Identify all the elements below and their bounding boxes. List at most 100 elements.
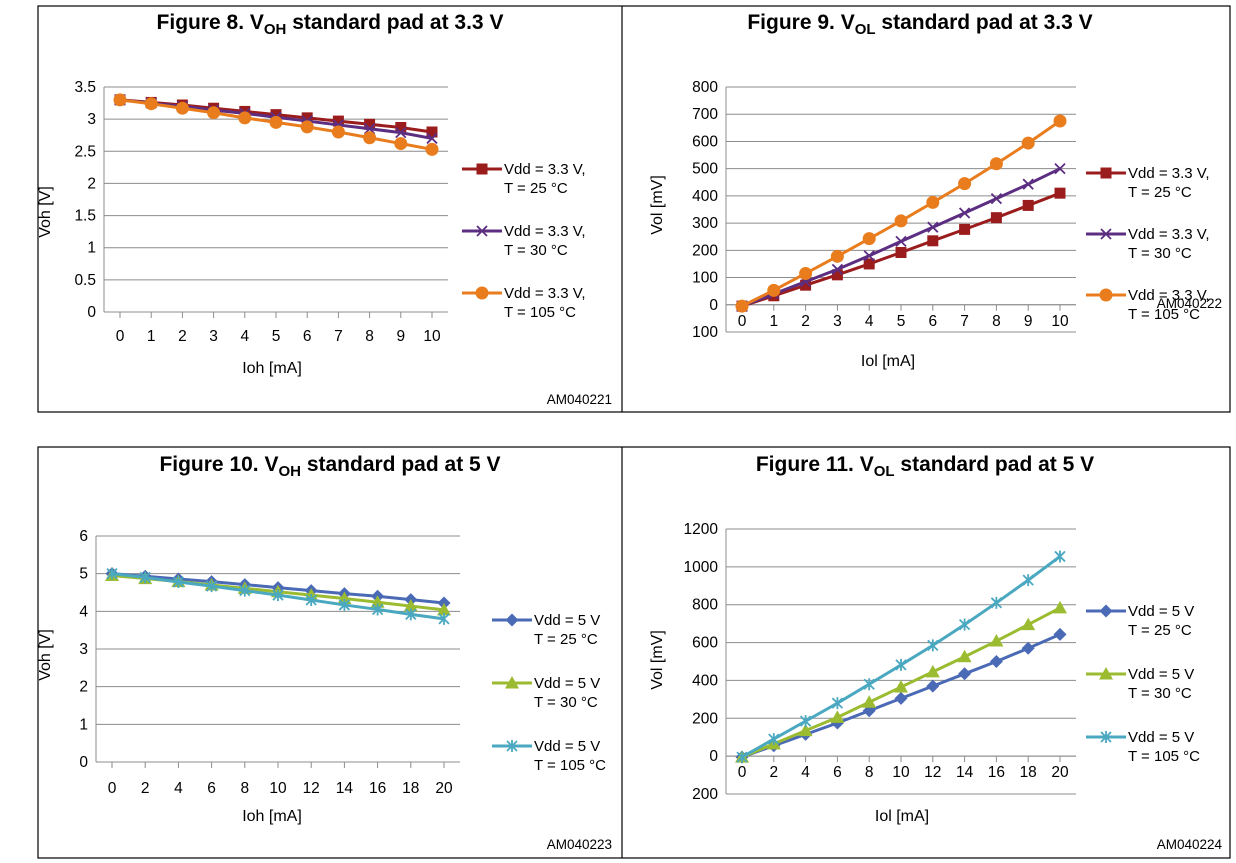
figure-9-legend-marker <box>1100 167 1112 179</box>
figure-8-data-point-shape <box>238 111 252 125</box>
figure-8-data-point <box>332 115 344 127</box>
figure-10-xtick-label: 16 <box>369 780 386 797</box>
figure-9-data-point-shape <box>990 212 1002 224</box>
figure-11-data-point-shape <box>1021 641 1035 655</box>
figure-11-data-point-shape <box>1021 617 1036 631</box>
figure-9-data-point-shape <box>927 221 939 233</box>
figure-11-series-3 <box>736 550 1066 764</box>
figure-8-data-point <box>269 115 283 129</box>
figure-10-series-3 <box>106 567 450 625</box>
figure-8-ylabel: Voh [V] <box>37 186 54 238</box>
figure-10-data-point <box>106 567 118 580</box>
figure-10-data-point <box>172 575 185 588</box>
figure-9-title-suffix: standard pad at 3.3 V <box>876 11 1093 34</box>
figure-9-data-point <box>800 279 812 291</box>
figure-8-legend-label-line2: T = 105 °C <box>504 304 576 321</box>
figure-8-xtick-label: 10 <box>423 328 441 345</box>
figure-8-data-point-shape <box>394 137 408 151</box>
figure-11-series-1 <box>735 627 1067 764</box>
figure-10-xticks: 0 2 4 6 8 10 12 14 16 18 20 <box>108 780 453 797</box>
figure-10-yticks: 6 5 4 3 2 1 0 <box>79 528 88 771</box>
figure-8-ytick-label: 3 <box>87 111 96 128</box>
figure-8-series-3 <box>113 93 439 156</box>
figure-8-xtick-label: 8 <box>365 328 374 345</box>
figure-9-xtick-label: 1 <box>769 313 778 330</box>
figure-8-ytick-label: 2.5 <box>74 143 96 160</box>
figure-10-data-point-shape <box>172 575 185 588</box>
figure-9-data-point-shape <box>1022 178 1034 190</box>
figure-11-ylabel: Vol [mV] <box>649 630 666 690</box>
figure-8-data-point-shape <box>363 123 376 135</box>
figure-9-data-point-shape <box>959 223 971 235</box>
figure-9-data-point-shape <box>894 214 908 228</box>
figure-9-data-point-shape <box>831 263 844 276</box>
figure-10: Figure 10. VOH standard pad at 5 V 6 5 4 3 2… <box>37 453 612 852</box>
figure-10-xtick-label: 12 <box>303 780 320 797</box>
figure-9-xtick-label: 6 <box>928 313 937 330</box>
figure-11-grid <box>725 528 1076 795</box>
figure-10-legend-entry-2: Vdd = 5 V T = 30 °C <box>492 675 600 711</box>
figure-10-xtick-label: 0 <box>108 780 117 797</box>
figure-8-data-point <box>301 112 313 124</box>
figure-10-legend-label-line1: Vdd = 5 V <box>534 612 600 629</box>
figure-11-ytick-label: 200 <box>692 710 718 727</box>
figure-8-data-point <box>363 123 376 135</box>
figure-11-data-point-shape <box>1053 600 1067 614</box>
figure-9-legend-label-line1: Vdd = 3.3 V, <box>1128 165 1210 182</box>
figure-9-data-point-shape <box>1054 163 1066 175</box>
figure-9-legend-entry-3: Vdd = 3.3 V, T = 105 °C <box>1086 287 1210 323</box>
figure-11-data-point <box>927 639 939 652</box>
figure-10-xtick-label: 18 <box>402 780 419 797</box>
figure-8-ref: AM040221 <box>547 392 612 407</box>
figure-9-series-line <box>741 167 1061 308</box>
figure-11-legend-entry-1: Vdd = 5 V T = 25 °C <box>1086 603 1194 639</box>
figure-8-data-point <box>238 111 252 125</box>
figure-8-legend-entry-2: Vdd = 3.3 V, T = 30 °C <box>462 223 586 259</box>
figure-8-ytick-label: 1 <box>87 240 96 257</box>
figure-11-data-point <box>990 596 1003 609</box>
figure-8-xtick-label: 1 <box>147 328 156 345</box>
figure-11-data-point <box>798 723 813 737</box>
figure-10-data-point-shape <box>139 571 151 584</box>
figure-8-ytick-label: 1.5 <box>74 208 96 225</box>
figure-10-xlabel: Ioh [mA] <box>242 808 302 825</box>
figure-11-ytick-label: 1000 <box>684 559 719 576</box>
figure-9-ytick-label: 0 <box>709 297 718 314</box>
figure-11-xtick-label: 8 <box>865 764 874 781</box>
figure-8-series <box>113 93 439 156</box>
figure-10-ytick-label: 2 <box>79 679 88 696</box>
figure-9-data-point-shape <box>895 247 907 259</box>
figure-10-legend-entry-3: Vdd = 5 V T = 105 °C <box>492 738 606 774</box>
figure-10-data-point-shape <box>438 612 450 625</box>
figure-9-xtick-label: 9 <box>1024 313 1033 330</box>
figure-9-legend-label-line1: Vdd = 3.3 V, <box>1128 226 1210 243</box>
figure-10-ref: AM040223 <box>547 837 612 852</box>
figure-11-xticks: 0 2 4 6 8 10 12 14 16 18 20 <box>738 764 1069 781</box>
figure-10-data-point <box>403 599 418 612</box>
figure-11-legend-marker <box>1100 731 1112 743</box>
figure-9-data-point-shape <box>830 249 844 263</box>
figure-8-data-point-shape <box>426 126 438 138</box>
figure-11-legend-label-line1: Vdd = 5 V <box>1128 603 1194 620</box>
figure-11-data-point <box>925 664 940 678</box>
figure-10-data-point <box>370 595 385 608</box>
figure-8-data-point-shape <box>175 101 189 115</box>
figure-11-legend-label-line1: Vdd = 5 V <box>1128 666 1194 683</box>
figure-11-data-point-shape <box>799 715 812 728</box>
figure-8-xtick-label: 9 <box>396 328 405 345</box>
figure-10-ytick-label: 3 <box>79 641 88 658</box>
figure-10-ytick-label: 0 <box>79 754 88 771</box>
figure-10-legend-entry-1: Vdd = 5 V T = 25 °C <box>492 612 600 648</box>
figure-11-data-point-shape <box>1022 574 1034 587</box>
figure-10-legend-label-line1: Vdd = 5 V <box>534 675 600 692</box>
figure-11-legend-label-line2: T = 105 °C <box>1128 748 1200 765</box>
figure-11-data-point-shape <box>768 733 780 746</box>
figure-9-series-2 <box>736 163 1066 312</box>
figure-9-data-point <box>1022 178 1034 190</box>
figure-9: Figure 9. VOL standard pad at 3.3 V 8007… <box>649 11 1222 370</box>
figure-9-data-point <box>927 221 939 233</box>
figure-9-data-point <box>1053 114 1067 128</box>
figure-10-xtick-label: 10 <box>269 780 287 797</box>
figure-10-data-point-shape <box>305 594 317 607</box>
figure-11-xtick-label: 12 <box>924 764 941 781</box>
